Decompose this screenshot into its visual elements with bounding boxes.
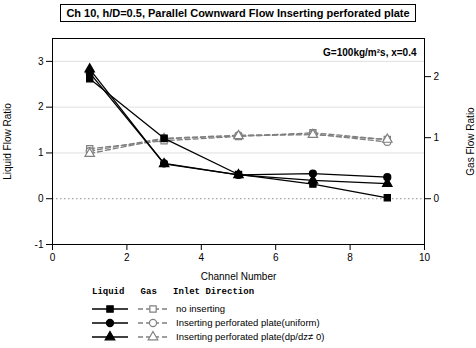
svg-text:G=100kg/m²s, x=0.4: G=100kg/m²s, x=0.4 xyxy=(323,47,417,58)
svg-text:10: 10 xyxy=(419,252,431,263)
svg-text:Inserting perforated plate(dp/: Inserting perforated plate(dp/dz≠ 0) xyxy=(176,331,324,342)
svg-text:3: 3 xyxy=(38,56,44,67)
svg-text:1: 1 xyxy=(434,132,440,143)
svg-text:Liquid Flow Ratio: Liquid Flow Ratio xyxy=(2,103,13,180)
svg-text:no inserting: no inserting xyxy=(176,303,225,314)
svg-text:0: 0 xyxy=(38,193,44,204)
svg-text:6: 6 xyxy=(273,252,279,263)
html-text:Ch 10, h/D=0.5, Parallel Cownw: Ch 10, h/D=0.5, Parallel Cownward Flow I… xyxy=(66,7,410,19)
svg-text:4: 4 xyxy=(199,252,205,263)
svg-text:Gas Flow Ratio: Gas Flow Ratio xyxy=(465,107,476,176)
svg-text:0: 0 xyxy=(434,193,440,204)
svg-text:1: 1 xyxy=(38,147,44,158)
svg-text:8: 8 xyxy=(347,252,353,263)
svg-text:2: 2 xyxy=(124,252,130,263)
svg-text:Inserting perforated plate(uni: Inserting perforated plate(uniform) xyxy=(176,317,320,328)
svg-text:2: 2 xyxy=(434,71,440,82)
svg-text:Liquid Gas Inlet Direction: Liquid Gas Inlet Direction xyxy=(92,287,254,297)
svg-text:0: 0 xyxy=(50,252,56,263)
svg-text:Channel Number: Channel Number xyxy=(201,271,277,282)
svg-text:-1: -1 xyxy=(35,239,44,250)
svg-text:2: 2 xyxy=(38,101,44,112)
